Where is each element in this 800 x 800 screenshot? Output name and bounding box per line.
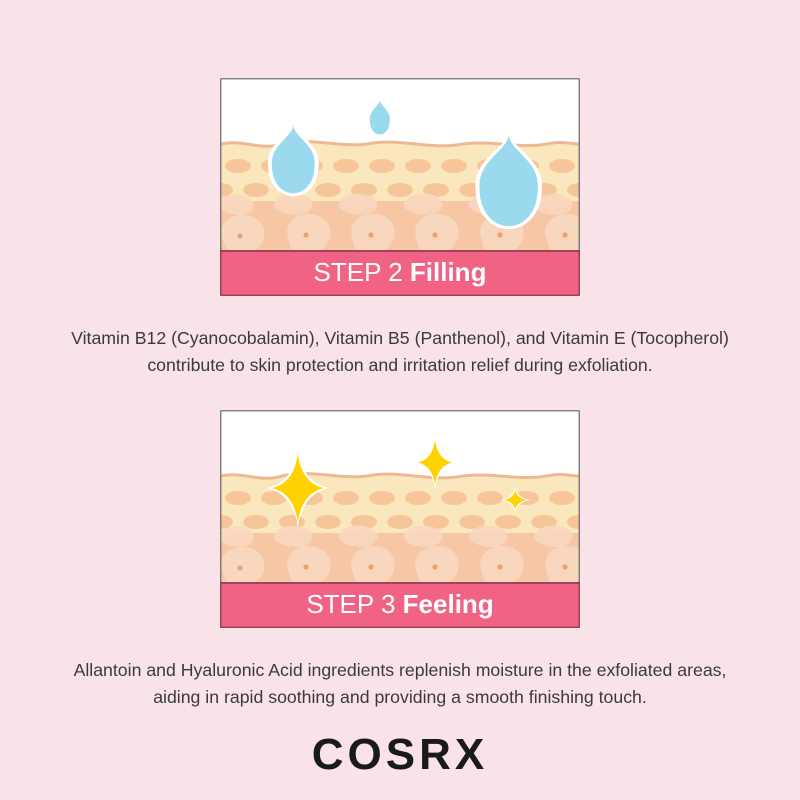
svg-text:STEP 3 Feeling: STEP 3 Feeling <box>306 589 493 619</box>
svg-text:STEP 2 Filling: STEP 2 Filling <box>314 257 487 287</box>
